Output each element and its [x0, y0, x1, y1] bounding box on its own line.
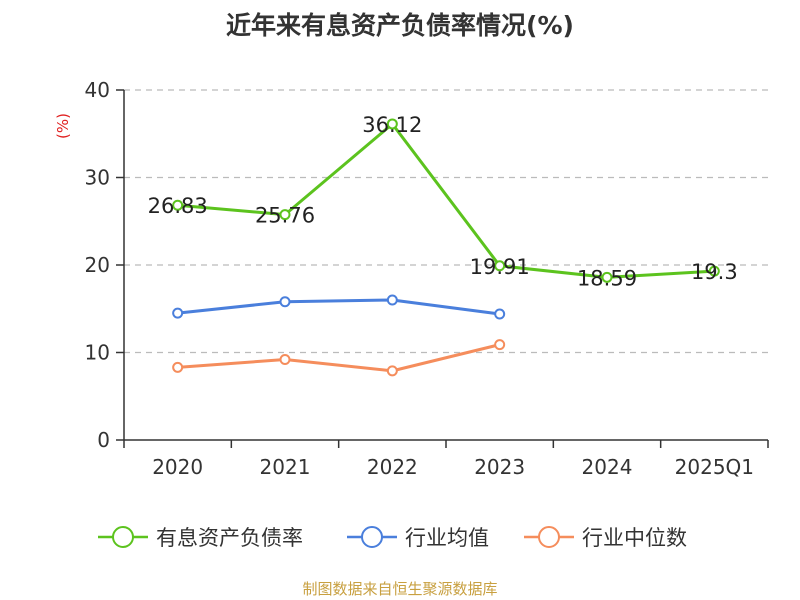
chart-title: 近年来有息资产负债率情况(%) — [226, 11, 574, 40]
y-axis-label: (%) — [54, 113, 72, 139]
series-line-industry-average — [177, 298, 500, 316]
data-point-interest-bearing-debt-ratio — [172, 199, 184, 211]
x-tick-label: 2021 — [260, 455, 311, 479]
data-point-interest-bearing-debt-ratio — [494, 260, 506, 272]
data-point-industry-median — [279, 354, 291, 365]
x-tick-label: 2022 — [367, 455, 418, 479]
data-point-industry-average — [386, 294, 398, 306]
data-point-industry-average — [279, 296, 291, 308]
legend-marker-industry-average — [361, 526, 383, 548]
series — [172, 118, 720, 377]
data-point-interest-bearing-debt-ratio — [386, 118, 398, 130]
axes: 0 10 20 30 40 2020 2021 2022 2023 2024 2025Q1 — [85, 78, 769, 479]
legend-marker-industry-median — [538, 526, 560, 548]
data-label: 25.76 — [255, 204, 315, 228]
y-tick-label: 30 — [85, 166, 110, 190]
data-point-interest-bearing-debt-ratio — [279, 209, 291, 221]
legend: 有息资产负债率 行业均值 行业中位数 — [98, 526, 687, 550]
data-point-industry-average — [494, 308, 506, 320]
series-line-industry-median — [177, 343, 501, 373]
data-label: 19.91 — [470, 255, 530, 279]
data-label: 19.3 — [691, 260, 738, 284]
x-tick-label: 2020 — [152, 455, 203, 479]
data-point-industry-median — [386, 365, 398, 377]
data-point-interest-bearing-debt-ratio — [708, 265, 720, 277]
x-tick-label: 2025Q1 — [675, 455, 754, 479]
gridlines — [124, 89, 768, 354]
data-label: 36.12 — [362, 113, 422, 137]
legend-label-interest-bearing-debt-ratio: 有息资产负债率 — [156, 526, 303, 550]
data-point-industry-median — [494, 339, 506, 351]
x-tick-label: 2023 — [474, 455, 525, 479]
data-label: 18.59 — [577, 266, 637, 290]
data-label: 26.83 — [148, 194, 208, 218]
series-line-interest-bearing-debt-ratio — [177, 122, 715, 279]
data-labels: 26.83 25.76 36.12 19.91 18.59 19.3 — [148, 113, 738, 290]
source-note: 制图数据来自恒生聚源数据库 — [302, 580, 498, 598]
data-point-interest-bearing-debt-ratio — [601, 271, 613, 283]
y-tick-label: 0 — [97, 428, 110, 452]
data-point-industry-median — [172, 361, 184, 373]
legend-label-industry-median: 行业中位数 — [582, 526, 687, 550]
y-tick-label: 10 — [85, 341, 110, 365]
data-point-industry-average — [172, 307, 184, 319]
legend-label-industry-average: 行业均值 — [405, 526, 489, 550]
legend-marker-interest-bearing-debt-ratio — [112, 526, 134, 548]
x-tick-label: 2024 — [582, 455, 633, 479]
y-tick-label: 40 — [85, 78, 110, 102]
y-tick-label: 20 — [85, 253, 110, 277]
